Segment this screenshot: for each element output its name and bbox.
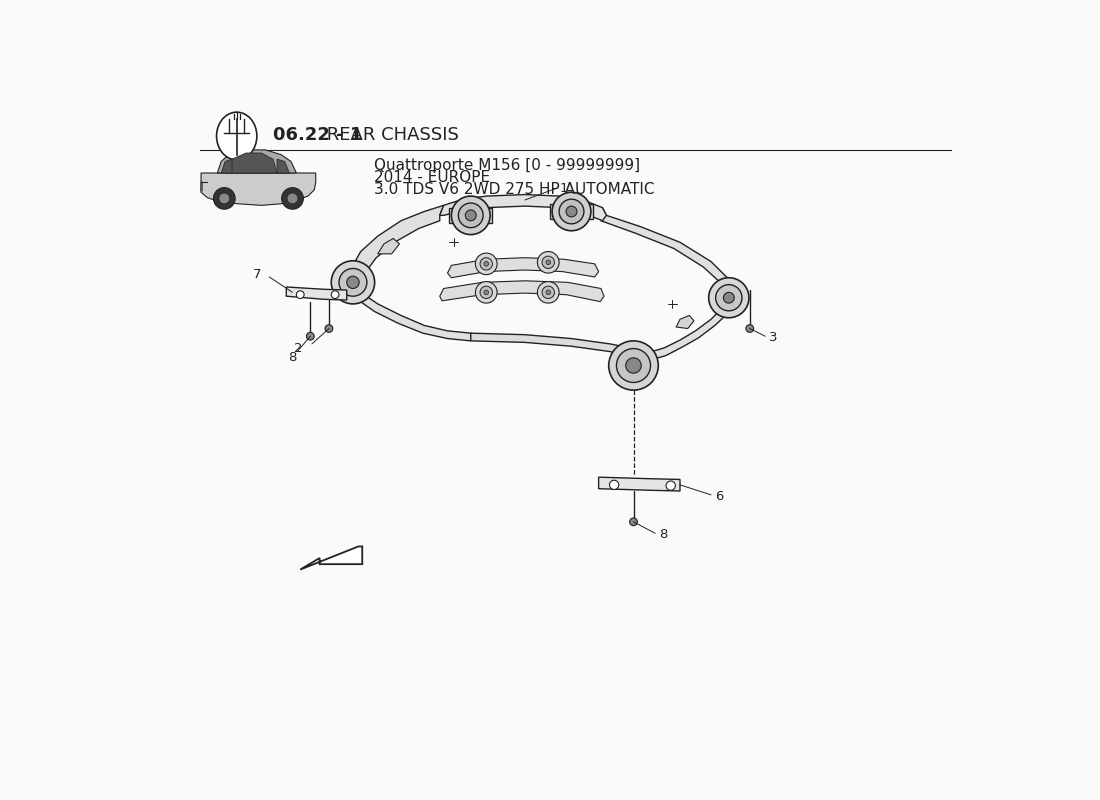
Polygon shape: [343, 282, 471, 341]
Polygon shape: [277, 159, 289, 173]
Circle shape: [746, 325, 754, 332]
Circle shape: [626, 358, 641, 373]
Text: 2: 2: [294, 342, 302, 355]
Polygon shape: [349, 206, 443, 289]
Circle shape: [716, 285, 742, 311]
Circle shape: [475, 253, 497, 274]
Polygon shape: [448, 258, 598, 278]
Text: 7: 7: [253, 268, 262, 281]
Circle shape: [484, 290, 488, 294]
Circle shape: [459, 203, 483, 228]
Polygon shape: [440, 281, 604, 302]
Text: 1: 1: [559, 182, 568, 195]
Circle shape: [331, 261, 375, 304]
Circle shape: [326, 325, 333, 332]
Circle shape: [566, 206, 576, 217]
Circle shape: [296, 291, 304, 298]
Circle shape: [339, 269, 367, 296]
Circle shape: [546, 260, 551, 265]
Text: Quattroporte M156 [0 - 99999999]: Quattroporte M156 [0 - 99999999]: [374, 158, 640, 173]
Polygon shape: [634, 298, 736, 363]
Text: 06.22 - 1: 06.22 - 1: [273, 126, 363, 144]
Circle shape: [219, 193, 230, 204]
Circle shape: [538, 251, 559, 273]
Polygon shape: [676, 315, 694, 329]
Circle shape: [708, 278, 749, 318]
Circle shape: [451, 196, 491, 234]
Circle shape: [616, 349, 650, 382]
Text: 3.0 TDS V6 2WD 275 HP AUTOMATIC: 3.0 TDS V6 2WD 275 HP AUTOMATIC: [374, 182, 654, 198]
Polygon shape: [598, 477, 680, 491]
Circle shape: [213, 188, 235, 209]
Polygon shape: [201, 173, 316, 206]
Polygon shape: [471, 333, 634, 358]
Circle shape: [629, 518, 637, 526]
Circle shape: [465, 210, 476, 221]
Circle shape: [480, 258, 493, 270]
Circle shape: [724, 292, 735, 303]
Text: 8: 8: [659, 529, 668, 542]
Circle shape: [475, 282, 497, 303]
Polygon shape: [221, 159, 232, 173]
Circle shape: [542, 256, 554, 269]
Polygon shape: [377, 238, 399, 254]
Circle shape: [287, 193, 298, 204]
Circle shape: [307, 332, 315, 340]
Circle shape: [609, 480, 619, 490]
Polygon shape: [449, 208, 493, 223]
Text: REAR CHASSIS: REAR CHASSIS: [321, 126, 459, 144]
Text: 2014 - EUROPE: 2014 - EUROPE: [374, 170, 490, 185]
Circle shape: [542, 286, 554, 298]
Circle shape: [608, 341, 658, 390]
Circle shape: [480, 286, 493, 298]
Polygon shape: [550, 204, 593, 219]
Circle shape: [538, 282, 559, 303]
Circle shape: [331, 291, 339, 298]
Text: 3: 3: [769, 331, 778, 344]
Polygon shape: [300, 546, 362, 570]
Polygon shape: [229, 153, 277, 173]
Polygon shape: [286, 287, 346, 300]
Polygon shape: [601, 208, 735, 300]
Circle shape: [552, 192, 591, 230]
Circle shape: [546, 290, 551, 294]
Text: 8: 8: [288, 351, 297, 364]
Circle shape: [559, 199, 584, 224]
Polygon shape: [218, 150, 296, 173]
Ellipse shape: [217, 112, 256, 160]
Circle shape: [346, 276, 359, 289]
Circle shape: [484, 262, 488, 266]
Polygon shape: [440, 194, 606, 221]
Text: 6: 6: [715, 490, 724, 503]
Circle shape: [667, 481, 675, 490]
Circle shape: [282, 188, 304, 209]
